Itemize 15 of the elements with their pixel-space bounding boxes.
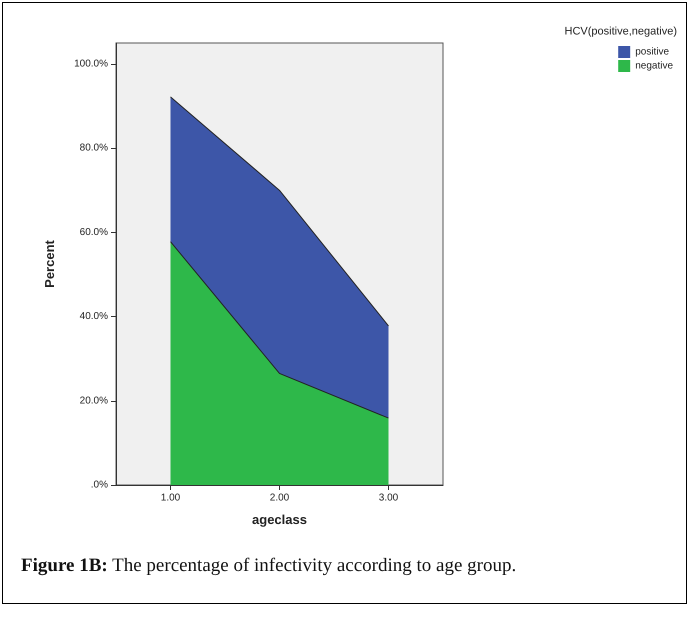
- x-tick-label: 1.00: [160, 492, 181, 504]
- legend-label: negative: [635, 60, 674, 72]
- y-tick-label: 60.0%: [80, 226, 108, 238]
- y-axis-title: Percent: [42, 239, 57, 288]
- x-tick-label: 2.00: [270, 492, 290, 504]
- x-axis-title: ageclass: [252, 512, 307, 527]
- x-tick-label: 3.00: [378, 492, 399, 504]
- legend-title: HCV(positive,negative): [564, 26, 678, 38]
- caption: Figure 1B: The percentage of infectivity according to age group.: [21, 555, 516, 577]
- legend-label: positive: [635, 46, 670, 58]
- y-tick-label: 80.0%: [80, 142, 108, 154]
- y-tick-label: 100.0%: [74, 58, 108, 70]
- y-tick-label: 20.0%: [80, 395, 108, 406]
- y-tick-label: .0%: [90, 480, 108, 490]
- y-tick-label: 40.0%: [80, 311, 108, 322]
